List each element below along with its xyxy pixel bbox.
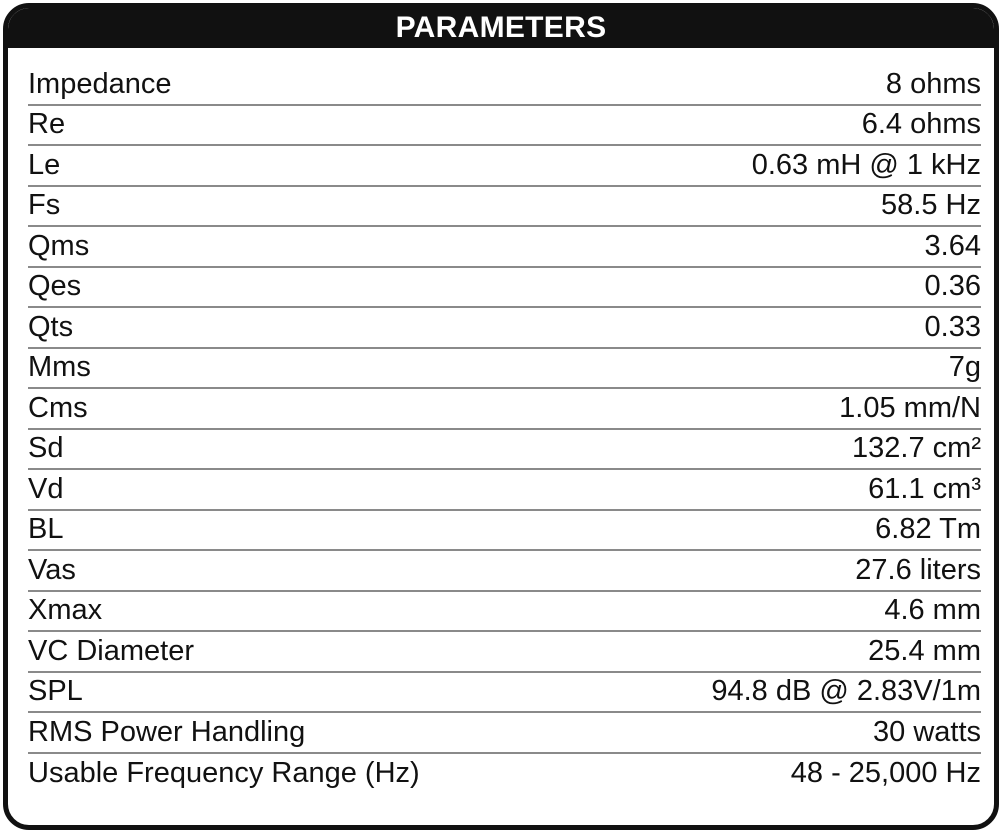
param-label: Impedance [28,67,172,100]
param-row-vas: Vas 27.6 liters [28,551,981,592]
param-value: 27.6 liters [855,553,981,586]
param-label: Xmax [28,594,103,627]
param-label: RMS Power Handling [28,715,306,748]
param-value: 0.36 [924,270,981,303]
parameters-table: Impedance 8 ohms Re 6.4 ohms Le 0.63 mH … [28,65,981,794]
param-label: Mms [28,351,91,384]
param-value: 8 ohms [885,67,981,100]
param-value: 94.8 dB @ 2.83V/1m [711,675,981,708]
panel-title: PARAMETERS [8,8,994,48]
param-row-fs: Fs 58.5 Hz [28,187,981,227]
param-value: 61.1 cm³ [868,472,981,505]
param-value: 48 - 25,000 Hz [790,757,981,790]
param-value: 3.64 [924,229,981,262]
param-row-spl: SPL 94.8 dB @ 2.83V/1m [28,673,981,713]
param-row-rms-power-handling: RMS Power Handling 30 watts [28,713,981,754]
param-label: Usable Frequency Range (Hz) [28,757,420,790]
param-row-qes: Qes 0.36 [28,268,981,308]
param-value: 0.63 mH @ 1 kHz [751,148,981,181]
param-label: Qms [28,229,90,262]
param-value: 25.4 mm [868,634,981,667]
param-label: Fs [28,189,61,222]
parameters-panel: PARAMETERS Impedance 8 ohms Re 6.4 ohms … [3,3,999,830]
param-value: 7g [948,351,981,384]
param-label: BL [28,513,64,546]
param-row-bl: BL 6.82 Tm [28,511,981,551]
param-label: Sd [28,432,64,465]
param-label: Cms [28,391,88,424]
param-row-vd: Vd 61.1 cm³ [28,470,981,511]
param-row-vc-diameter: VC Diameter 25.4 mm [28,632,981,673]
param-row-impedance: Impedance 8 ohms [28,65,981,106]
param-value: 1.05 mm/N [839,391,981,424]
param-value: 58.5 Hz [881,189,981,222]
param-value: 6.82 Tm [875,513,981,546]
param-row-mms: Mms 7g [28,349,981,389]
param-row-qts: Qts 0.33 [28,308,981,349]
param-value: 6.4 ohms [861,108,981,141]
param-row-usable-frequency-range: Usable Frequency Range (Hz) 48 - 25,000 … [28,754,981,795]
param-label: Vas [28,553,76,586]
param-row-qms: Qms 3.64 [28,227,981,268]
param-value: 132.7 cm² [852,432,981,465]
param-row-le: Le 0.63 mH @ 1 kHz [28,146,981,187]
param-row-cms: Cms 1.05 mm/N [28,389,981,430]
param-label: Re [28,108,66,141]
param-value: 4.6 mm [884,594,981,627]
param-label: SPL [28,675,83,708]
param-row-xmax: Xmax 4.6 mm [28,592,981,632]
param-label: Qts [28,310,74,343]
param-value: 30 watts [873,715,981,748]
param-label: Le [28,148,61,181]
param-label: Qes [28,270,82,303]
param-row-re: Re 6.4 ohms [28,106,981,146]
param-value: 0.33 [924,310,981,343]
param-label: VC Diameter [28,634,194,667]
param-label: Vd [28,472,64,505]
param-row-sd: Sd 132.7 cm² [28,430,981,470]
